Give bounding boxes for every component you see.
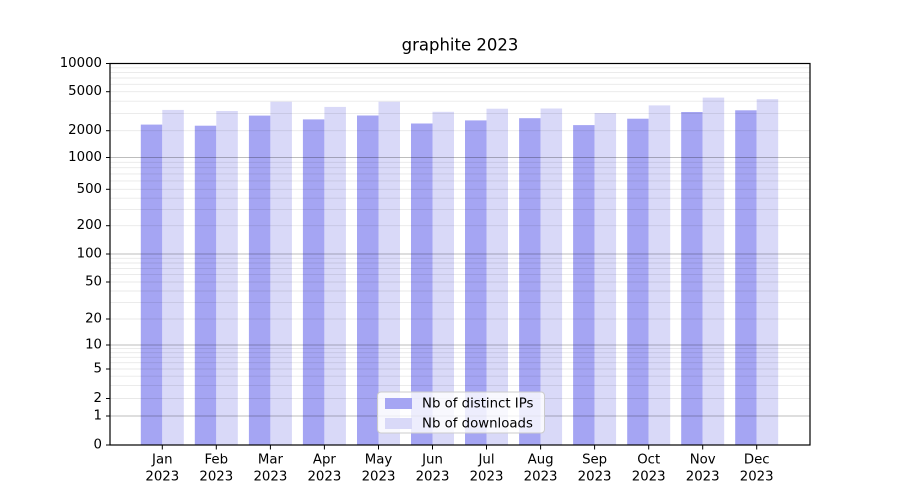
bar-downloads-jul	[486, 108, 508, 445]
y-tick-label: 500	[77, 182, 102, 197]
x-tick-label-year: 2023	[578, 470, 612, 485]
x-tick-label-month: Apr	[313, 453, 337, 468]
bar-downloads-aug	[540, 108, 563, 445]
bar-downloads-jan	[162, 109, 184, 446]
bar-downloads-sep	[594, 113, 617, 445]
x-tick-label-year: 2023	[145, 470, 179, 485]
x-tick-label-year: 2023	[470, 470, 504, 485]
legend: Nb of distinct IPs Nb of downloads	[377, 391, 545, 434]
y-tick-label: 1	[94, 409, 102, 424]
bar-distinct-ips-mar	[248, 115, 271, 445]
bar-downloads-jun	[432, 111, 454, 446]
bar-distinct-ips-nov	[681, 112, 703, 445]
y-tick-label: 50	[85, 275, 102, 290]
bar-downloads-oct	[648, 105, 671, 446]
chart-title: graphite 2023	[402, 36, 519, 55]
x-tick-label-year: 2023	[524, 470, 558, 485]
bar-downloads-apr	[324, 106, 346, 446]
y-tick-label: 100	[77, 247, 102, 262]
bar-distinct-ips-jun	[411, 123, 433, 445]
y-tick-label: 10000	[60, 56, 102, 71]
bar-distinct-ips-may	[357, 115, 379, 445]
y-tick-label: 1000	[68, 150, 102, 165]
y-tick-label: 0	[94, 438, 102, 453]
x-tick-label-month: Dec	[744, 453, 770, 468]
y-tick-label: 5000	[68, 84, 102, 99]
x-tick-label-year: 2023	[416, 470, 450, 485]
bar-distinct-ips-feb	[194, 125, 217, 445]
legend-label-downloads: Nb of downloads	[422, 417, 533, 432]
bar-downloads-feb	[216, 111, 238, 445]
x-tick-label-month: Oct	[637, 453, 660, 468]
x-tick-label-year: 2023	[253, 470, 287, 485]
legend-box	[377, 391, 545, 434]
bar-downloads-mar	[270, 101, 292, 445]
x-tick-label-month: Jan	[151, 453, 173, 468]
x-tick-label-month: Feb	[205, 453, 229, 468]
x-tick-label-month: Jun	[421, 453, 443, 468]
bar-distinct-ips-apr	[302, 119, 325, 446]
legend-label-distinct-ips: Nb of distinct IPs	[422, 397, 534, 412]
bar-downloads-may	[378, 101, 400, 445]
y-tick-label: 2	[94, 391, 102, 406]
y-tick-label: 10	[85, 338, 102, 353]
x-tick-label-month: Jul	[477, 453, 494, 468]
y-tick-label: 5	[94, 362, 102, 377]
x-tick-label-year: 2023	[199, 470, 233, 485]
x-tick-label-year: 2023	[686, 470, 720, 485]
x-tick-label-month: May	[365, 453, 393, 468]
legend-swatch-distinct-ips	[385, 398, 412, 409]
bar-distinct-ips-aug	[519, 118, 541, 445]
x-tick-label-month: Mar	[258, 453, 284, 468]
x-tick-label-month: Nov	[690, 453, 716, 468]
bar-distinct-ips-jan	[140, 124, 163, 445]
x-tick-label-year: 2023	[632, 470, 666, 485]
y-tick-label: 20	[85, 312, 102, 327]
x-tick-label-month: Aug	[528, 453, 554, 468]
bar-downloads-nov	[702, 97, 725, 445]
y-tick-label: 2000	[68, 123, 102, 138]
x-tick-label-year: 2023	[307, 470, 341, 485]
bar-distinct-ips-jul	[465, 120, 487, 446]
y-tick-label: 200	[77, 218, 102, 233]
x-tick-label-year: 2023	[362, 470, 396, 485]
bar-distinct-ips-dec	[735, 110, 757, 446]
x-tick-label-year: 2023	[740, 470, 774, 485]
legend-swatch-downloads	[385, 418, 412, 429]
x-tick-label-month: Sep	[582, 453, 607, 468]
bar-distinct-ips-sep	[573, 125, 595, 445]
bar-distinct-ips-oct	[627, 118, 649, 445]
bar-downloads-dec	[756, 99, 779, 445]
